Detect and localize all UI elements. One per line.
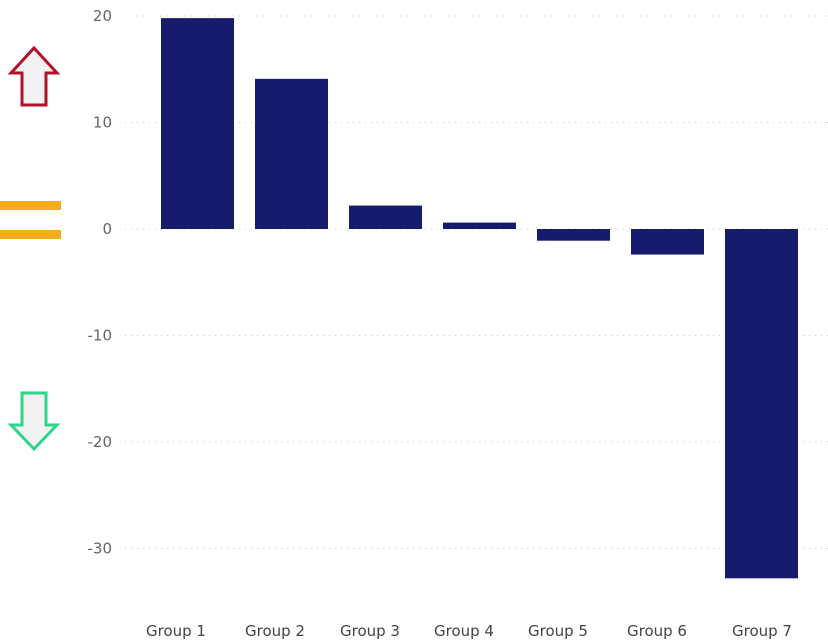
- bar: [161, 18, 234, 229]
- bars: [161, 18, 798, 579]
- equals-icon: [0, 201, 61, 239]
- up-arrow-icon: [7, 45, 61, 107]
- bar: [443, 222, 516, 229]
- x-category-label: Group 3: [340, 622, 400, 640]
- y-tick-label: -20: [88, 433, 113, 451]
- y-axis-ticks: 20 10 0 -10 -20 -30: [88, 7, 113, 558]
- x-category-label: Group 6: [627, 622, 687, 640]
- x-category-label: Group 7: [732, 622, 792, 640]
- x-category-label: Group 4: [434, 622, 494, 640]
- x-axis-categories: Group 1 Group 2 Group 3 Group 4 Group 5 Group…: [146, 622, 792, 640]
- bar: [725, 229, 798, 579]
- x-category-label: Group 2: [245, 622, 305, 640]
- bar: [349, 205, 422, 229]
- y-tick-label: -10: [88, 327, 113, 345]
- bar: [537, 229, 610, 241]
- bar: [255, 78, 328, 230]
- y-tick-label: 0: [102, 220, 112, 238]
- y-tick-label: 20: [93, 7, 112, 25]
- x-category-label: Group 5: [528, 622, 588, 640]
- y-tick-label: 10: [93, 114, 112, 132]
- x-category-label: Group 1: [146, 622, 206, 640]
- y-tick-label: -30: [88, 540, 113, 558]
- bar: [631, 229, 704, 255]
- down-arrow-icon: [7, 391, 61, 452]
